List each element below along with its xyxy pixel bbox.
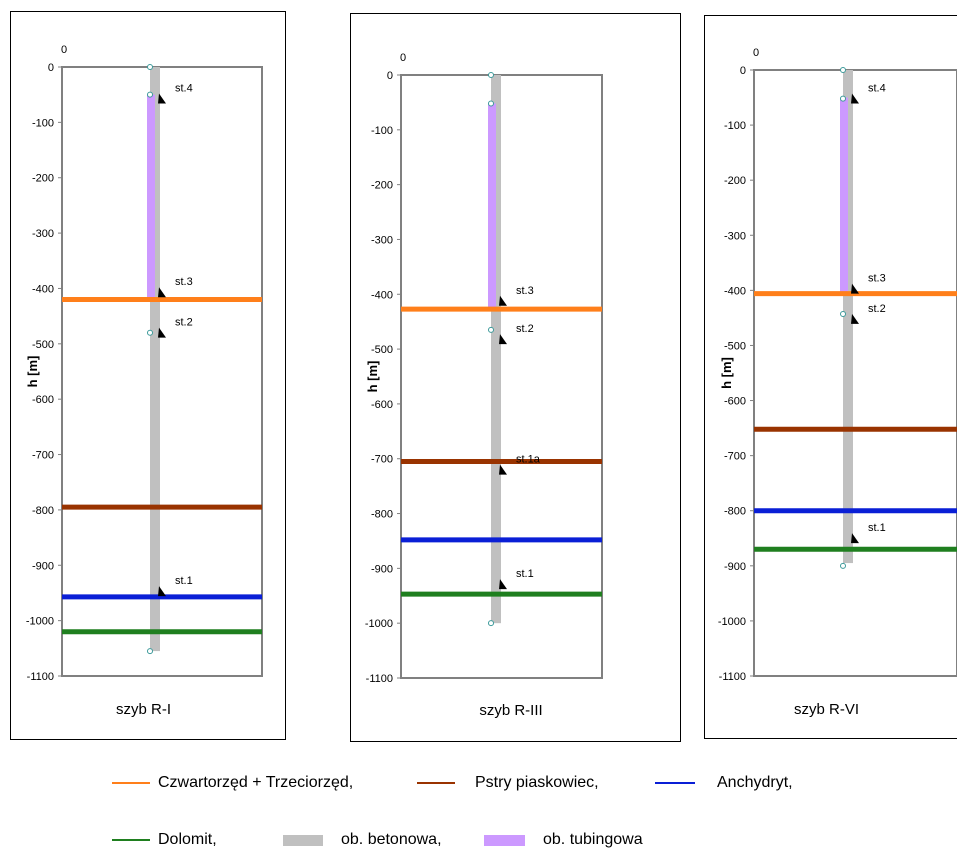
y-tick-label: -300	[371, 234, 393, 246]
y-tick-label: -1000	[718, 616, 746, 628]
y-tick-label: -900	[32, 560, 54, 572]
measure-point	[148, 92, 153, 97]
y-tick-label: -800	[32, 505, 54, 517]
station-label: st.3	[175, 276, 193, 288]
y-tick-label: -700	[724, 451, 746, 463]
measure-point	[841, 312, 846, 317]
y-tick-label: 0	[387, 70, 393, 82]
legend-swatch-tubbing	[484, 835, 525, 846]
y-tick-label: -1100	[366, 673, 393, 685]
legend-label-dolomite: Dolomit,	[158, 831, 217, 849]
station-label: st.1	[175, 575, 193, 587]
y-tick-label: -600	[32, 394, 54, 406]
y-tick-label: -100	[724, 120, 746, 132]
y-axis-label: h [m]	[719, 357, 734, 389]
station-label: st.2	[516, 323, 534, 335]
y-tick-label: 0	[48, 62, 54, 74]
shaft-chart-2: 0 -100 -200 -300 -400 -500 -600 -700 -800 -900 -10…	[351, 14, 681, 742]
measure-point	[841, 96, 846, 101]
y-tick-label: -400	[371, 289, 393, 301]
station-label: st.3	[516, 285, 534, 297]
legend-label-tubbing: ob. tubingowa	[543, 831, 643, 849]
measure-point	[489, 73, 494, 78]
measure-point	[148, 649, 153, 654]
legend-item-quaternary: Czwartorzęd + Trzeciorzęd,	[112, 771, 353, 795]
measure-point	[148, 330, 153, 335]
station-label: st.4	[868, 83, 886, 95]
chart-title: szyb R-III	[479, 702, 542, 719]
y-tick-label: -500	[32, 339, 54, 351]
y-tick-label: -200	[724, 175, 746, 187]
legend-label-anhydrite: Anchydryt,	[717, 774, 793, 792]
measure-point	[841, 68, 846, 73]
y-tick-label: -100	[32, 117, 54, 129]
chart-title: szyb R-I	[116, 701, 171, 718]
legend-label-sandstone: Pstry piaskowiec,	[475, 774, 599, 792]
tubbing-lining-bar	[147, 95, 155, 300]
legend-swatch-dolomite	[112, 839, 150, 841]
y-axis-label: h [m]	[25, 356, 40, 388]
measure-point	[841, 563, 846, 568]
station-label: st.1	[516, 568, 534, 580]
y-axis-label: h [m]	[365, 361, 380, 393]
shaft-charts: 0 -100 -200 -300 -400 -500 -600 -700 -800 -900 -10…	[0, 0, 957, 760]
station-label: st.2	[868, 303, 886, 315]
measure-point	[148, 65, 153, 70]
x-tick-label: 0	[400, 52, 406, 64]
tubbing-lining-bar	[840, 98, 848, 294]
y-tick-label: -800	[371, 509, 393, 521]
y-tick-label: -200	[371, 180, 393, 192]
y-tick-label: -500	[371, 344, 393, 356]
station-label: st.4	[175, 82, 193, 94]
station-label: st.1	[868, 522, 886, 534]
y-tick-label: -400	[724, 285, 746, 297]
legend-label-concrete: ob. betonowa,	[341, 831, 442, 849]
legend-item-dolomite: Dolomit,	[112, 828, 217, 852]
legend-swatch-sandstone	[417, 782, 455, 784]
y-tick-label: -400	[32, 283, 54, 295]
station-label: st.3	[868, 273, 886, 285]
legend-swatch-anhydrite	[655, 782, 695, 784]
y-tick-label: -800	[724, 506, 746, 518]
y-tick-label: -100	[371, 125, 393, 137]
legend-item-tubbing: ob. tubingowa	[484, 828, 643, 852]
measure-point	[489, 621, 494, 626]
y-tick-label: -300	[32, 228, 54, 240]
y-tick-label: 0	[740, 65, 746, 77]
station-label: st.1a	[516, 454, 541, 466]
y-tick-label: -1000	[26, 616, 54, 628]
legend-row-1: Czwartorzęd + Trzeciorzęd, Pstry piaskow…	[0, 771, 957, 795]
y-tick-label: -700	[32, 450, 54, 462]
y-tick-label: -200	[32, 173, 54, 185]
shaft-chart-3: 0 -100 -200 -300 -400 -500 -600 -700 -800 -900 -10…	[705, 16, 957, 739]
legend-swatch-concrete	[283, 835, 323, 846]
legend-swatch-quaternary	[112, 782, 150, 784]
y-tick-label: -1000	[365, 618, 393, 630]
station-label: st.2	[175, 317, 193, 329]
y-tick-label: -700	[371, 454, 393, 466]
y-tick-label: -600	[724, 396, 746, 408]
x-tick-label: 0	[61, 44, 67, 56]
legend-item-sandstone: Pstry piaskowiec,	[417, 771, 599, 795]
y-tick-label: -500	[724, 340, 746, 352]
tubbing-lining-bar	[488, 104, 496, 310]
legend-row-2: Dolomit, ob. betonowa, ob. tubingowa	[0, 828, 957, 852]
y-tick-label: -1100	[27, 671, 54, 683]
legend-item-concrete: ob. betonowa,	[283, 828, 442, 852]
y-tick-label: -1100	[719, 671, 746, 683]
y-tick-label: -900	[724, 561, 746, 573]
y-tick-label: -300	[724, 230, 746, 242]
shaft-chart-1: 0 -100 -200 -300 -400 -500 -600 -700 -800 -900 -10…	[11, 12, 286, 740]
measure-point	[489, 327, 494, 332]
legend-label-quaternary: Czwartorzęd + Trzeciorzęd,	[158, 774, 353, 792]
legend-item-anhydrite: Anchydryt,	[655, 771, 793, 795]
chart-title: szyb R-VI	[794, 701, 859, 718]
y-tick-label: -900	[371, 563, 393, 575]
measure-point	[489, 101, 494, 106]
y-tick-label: -600	[371, 399, 393, 411]
x-tick-label: 0	[753, 47, 759, 59]
